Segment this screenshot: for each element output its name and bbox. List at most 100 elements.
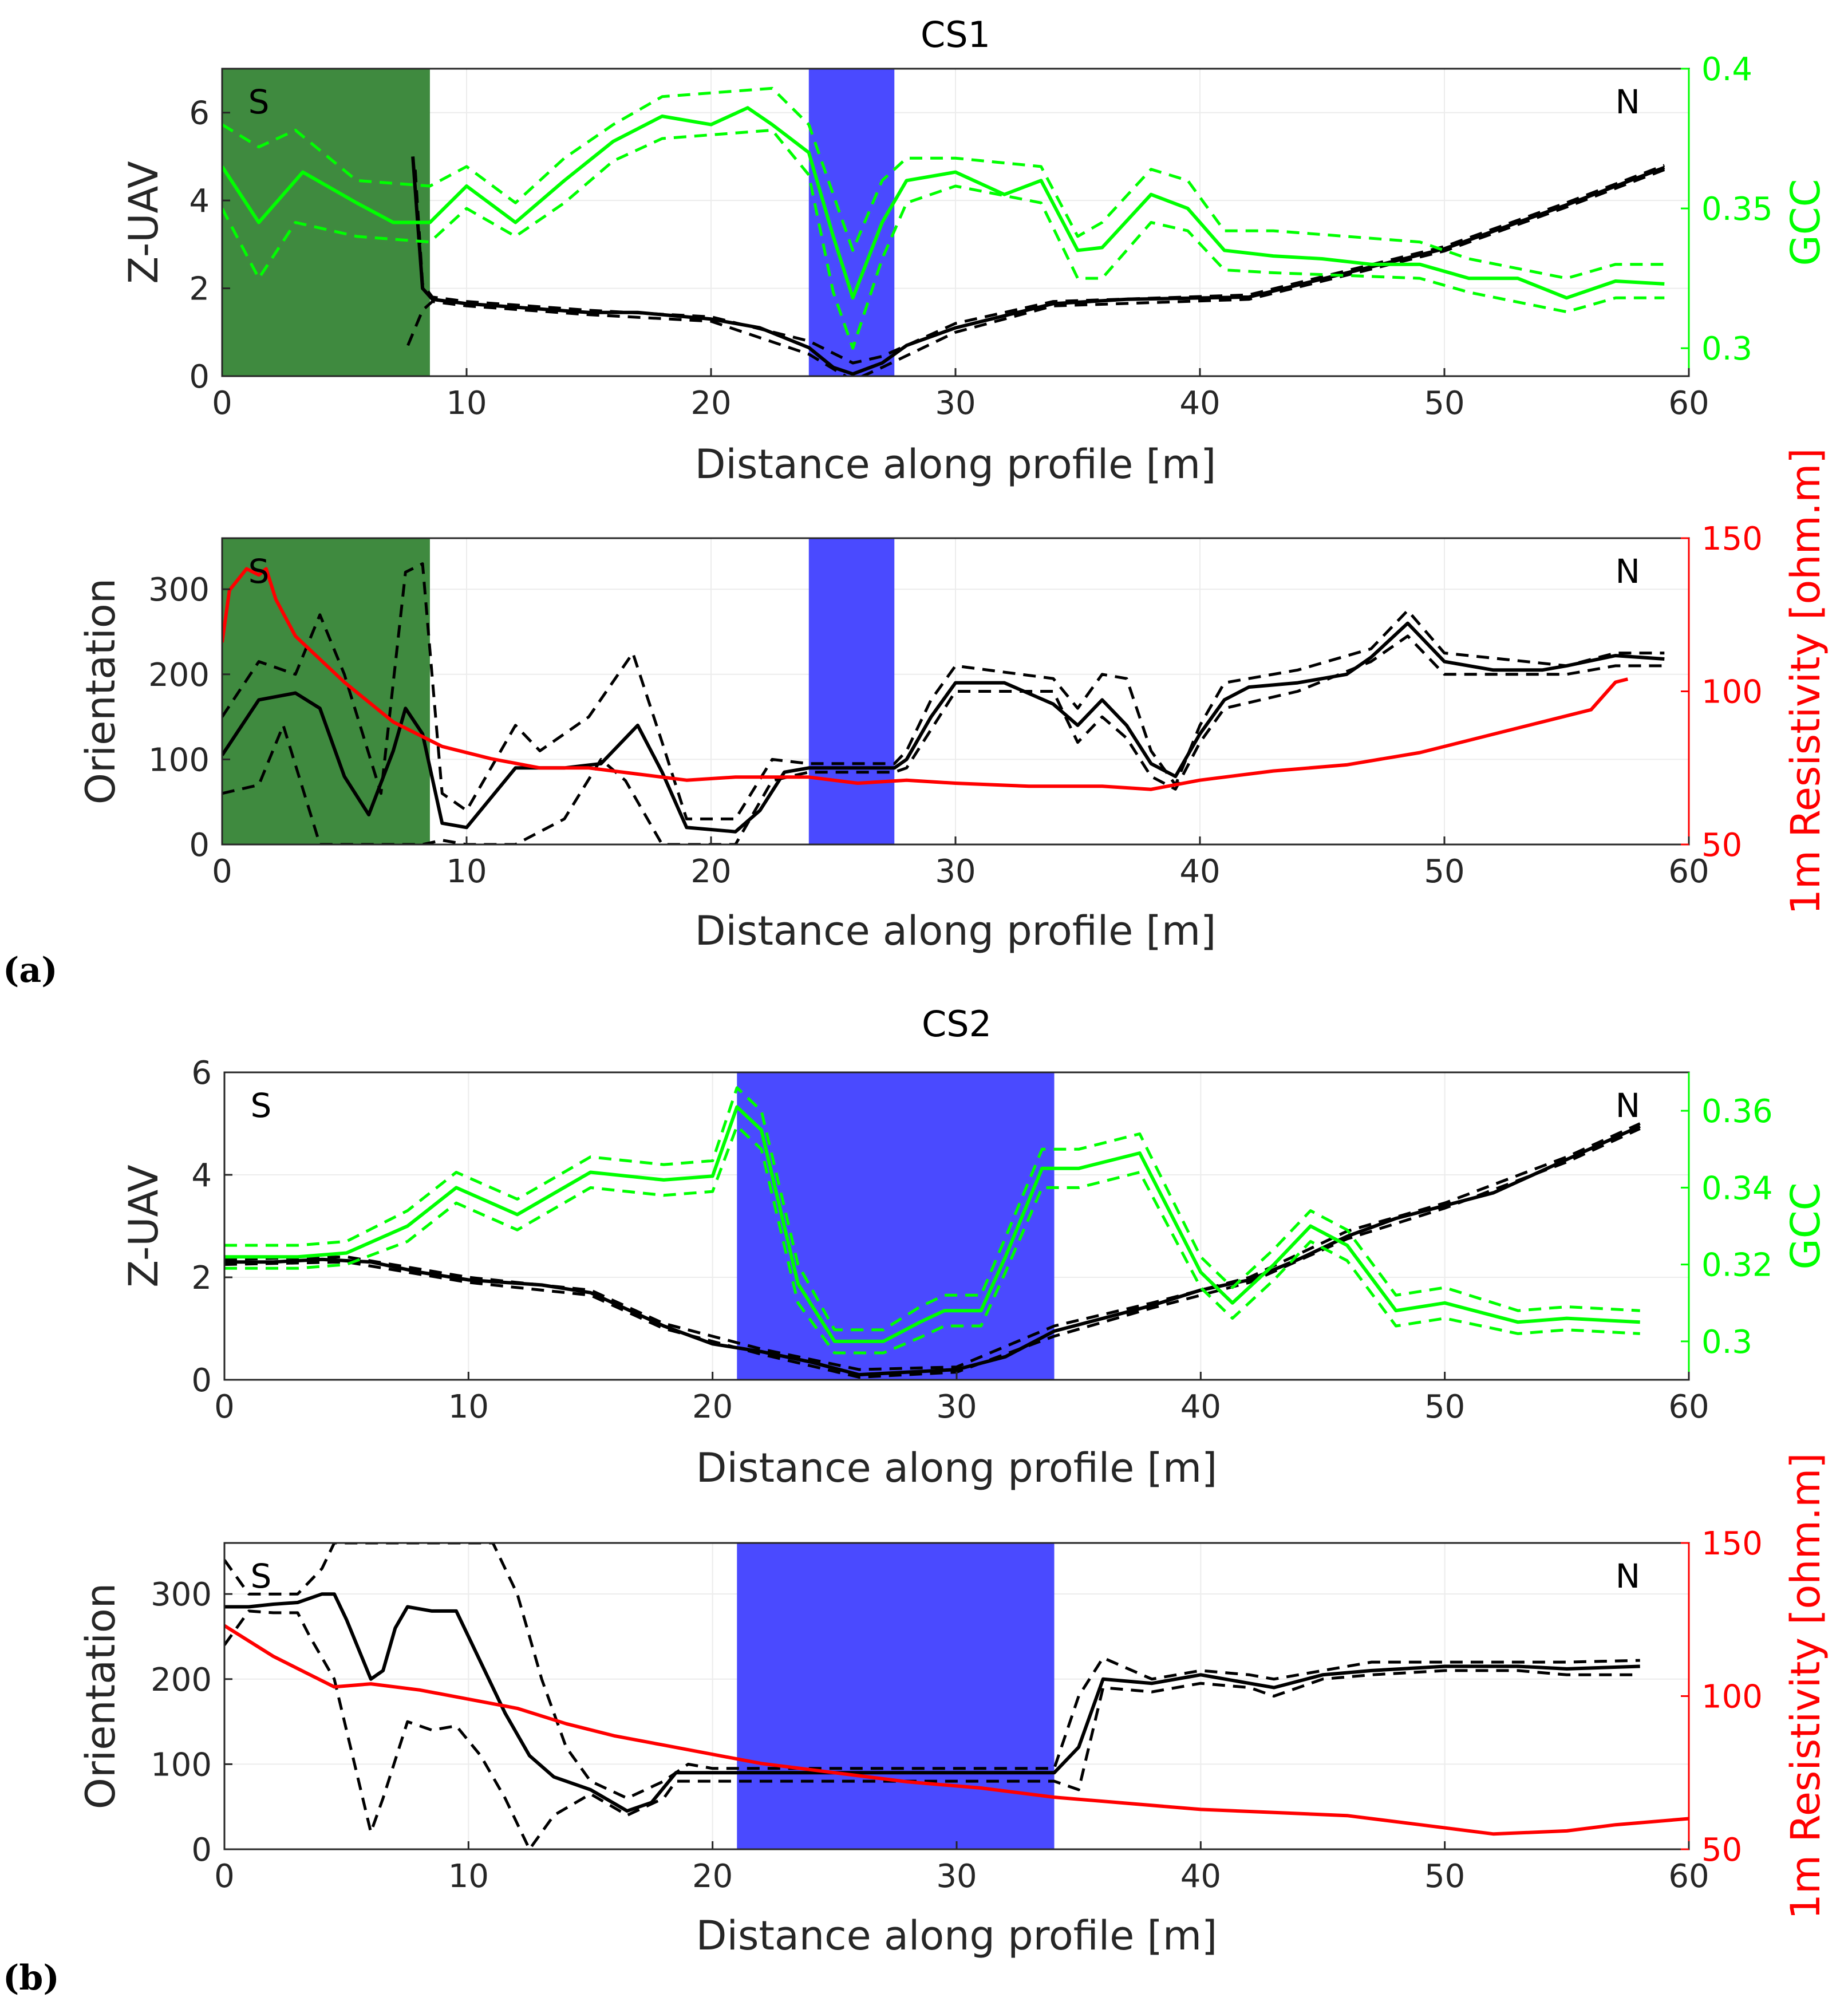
y-left-tick-label: 300 (148, 571, 210, 609)
annotation-s: S (251, 1086, 272, 1125)
annotation-s: S (248, 552, 270, 591)
y-right-axis-label: GCC (1782, 1183, 1829, 1270)
x-tick-label: 10 (446, 385, 487, 422)
annotation-s: S (251, 1557, 272, 1596)
y-right-tick-label: 50 (1701, 827, 1742, 864)
x-tick-label: 0 (214, 1388, 235, 1426)
y-right-tick-label: 0.36 (1701, 1093, 1773, 1130)
series-group (222, 562, 1665, 844)
annotation-n: N (1616, 82, 1640, 121)
y-left-tick-label: 0 (189, 827, 210, 864)
y-right-tick-label: 100 (1701, 674, 1763, 711)
y-right-tick-label: 0.3 (1701, 1324, 1752, 1361)
y-left-tick-label: 6 (191, 1055, 212, 1092)
series-line-orientation-upper (224, 1543, 1640, 1800)
x-tick-label: 40 (1179, 385, 1220, 422)
shaded-region-green (222, 538, 430, 844)
y-left-axis-label: Z-UAV (120, 161, 167, 284)
panel-label-a: (a) (3, 950, 58, 990)
y-left-axis-label: Orientation (77, 1583, 124, 1809)
series-line-z-uav (411, 156, 1665, 376)
subplot-3: 0 10 20 30 40 50 60 0 2 4 6 0.3 0.32 0.34 0.36 S N CS2 Dis… (120, 1003, 1829, 1491)
x-tick-label: 30 (936, 1858, 977, 1895)
y-left-tick-label: 2 (191, 1260, 212, 1297)
annotation-n: N (1616, 1086, 1640, 1125)
annotation-n: N (1616, 552, 1640, 591)
x-tick-label: 60 (1668, 853, 1709, 890)
x-axis-label: Distance along profile [m] (696, 1912, 1218, 1959)
x-tick-label: 60 (1668, 385, 1709, 422)
y-right-tick-label: 0.4 (1701, 51, 1752, 88)
subplot-1: 0 10 20 30 40 50 60 0 2 4 6 0.3 0.35 0.4 S N CS1 Distance… (120, 14, 1829, 488)
y-left-tick-label: 100 (148, 741, 210, 779)
series-line-z-uav-lower (406, 168, 1665, 376)
y-left-tick-label: 0 (191, 1362, 212, 1399)
series-line-gcc-upper (224, 1086, 1640, 1332)
y-left-tick-label: 200 (151, 1661, 212, 1699)
series-line-gcc-upper (222, 86, 1665, 280)
y-right-tick-label: 0.32 (1701, 1247, 1773, 1284)
x-tick-label: 10 (446, 853, 487, 890)
shaded-region-blue (808, 538, 895, 844)
y-left-tick-label: 200 (148, 657, 210, 694)
y-right-tick-label: 0.34 (1701, 1170, 1773, 1207)
x-tick-label: 0 (214, 1858, 235, 1895)
x-tick-label: 20 (692, 1388, 733, 1426)
x-axis-label: Distance along profile [m] (696, 1444, 1218, 1491)
x-tick-label: 50 (1424, 1858, 1465, 1895)
x-tick-label: 40 (1179, 853, 1220, 890)
annotation-n: N (1616, 1557, 1640, 1596)
x-tick-label: 0 (212, 385, 232, 422)
x-tick-label: 10 (448, 1858, 489, 1895)
y-right-axis-label: 1m Resistivity [ohm.m] (1782, 448, 1829, 914)
y-left-tick-label: 2 (189, 271, 210, 308)
y-right-tick-label: 50 (1701, 1832, 1742, 1869)
y-left-axis-label: Z-UAV (120, 1165, 167, 1288)
y-left-tick-label: 300 (151, 1576, 212, 1613)
x-tick-label: 60 (1668, 1388, 1709, 1426)
x-axis-label: Distance along profile [m] (695, 441, 1217, 488)
series-line-orientation (222, 621, 1665, 834)
y-left-tick-label: 6 (189, 95, 210, 132)
x-tick-label: 10 (448, 1388, 489, 1426)
series-line-z-uav (224, 1124, 1641, 1377)
x-tick-label: 60 (1668, 1858, 1709, 1895)
x-tick-label: 20 (690, 385, 731, 422)
y-left-axis-label: Orientation (77, 578, 124, 804)
y-left-tick-label: 100 (151, 1746, 212, 1783)
x-axis-label: Distance along profile [m] (695, 907, 1217, 954)
series-line-orientation (224, 1592, 1640, 1813)
y-right-axis-label: GCC (1782, 179, 1829, 266)
x-tick-label: 20 (692, 1858, 733, 1895)
x-tick-label: 50 (1424, 853, 1464, 890)
series-line-gcc (224, 1105, 1640, 1343)
x-tick-label: 20 (690, 853, 731, 890)
y-right-tick-label: 0.35 (1701, 191, 1773, 228)
chart-title: CS1 (921, 14, 990, 56)
series-group (224, 1543, 1689, 1849)
y-right-axis-label: 1m Resistivity [ohm.m] (1782, 1453, 1829, 1919)
x-tick-label: 30 (936, 1388, 977, 1426)
chart-title: CS2 (922, 1003, 992, 1045)
x-tick-label: 40 (1180, 1858, 1221, 1895)
series-line-1m-resistivity (222, 567, 1629, 791)
series-line-gcc-lower (222, 128, 1665, 350)
x-tick-label: 30 (935, 385, 976, 422)
y-right-tick-label: 150 (1701, 1525, 1763, 1562)
y-left-tick-label: 0 (189, 358, 210, 396)
x-tick-label: 50 (1424, 1388, 1465, 1426)
panel-label-b: (b) (3, 1958, 60, 1998)
y-left-tick-label: 4 (191, 1157, 212, 1194)
annotation-s: S (248, 82, 270, 121)
series-group (222, 86, 1665, 376)
series-line-1m-resistivity (224, 1624, 1689, 1836)
shaded-region-blue (737, 1543, 1055, 1849)
shaded-region-blue (737, 1072, 1055, 1380)
x-tick-label: 50 (1424, 385, 1464, 422)
x-tick-label: 0 (212, 853, 232, 890)
series-line-gcc-lower (224, 1124, 1640, 1355)
y-right-tick-label: 0.3 (1701, 330, 1752, 368)
